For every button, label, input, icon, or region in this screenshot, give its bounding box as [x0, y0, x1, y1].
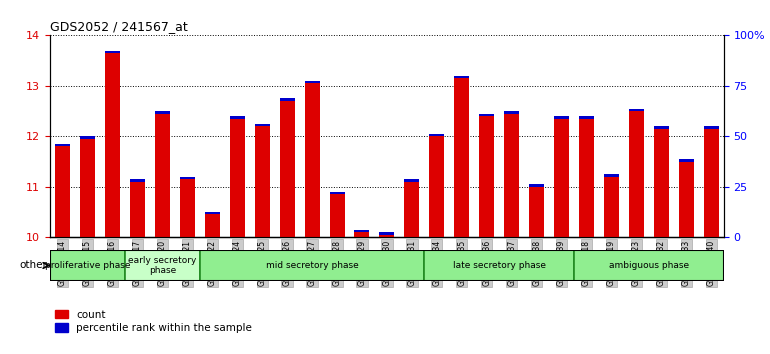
Bar: [579, 119, 594, 237]
Bar: [255, 126, 270, 237]
Bar: [529, 184, 544, 187]
Bar: [55, 144, 70, 146]
Text: ambiguous phase: ambiguous phase: [609, 261, 689, 270]
Bar: [404, 182, 420, 237]
Bar: [180, 179, 195, 237]
Bar: [354, 230, 370, 232]
Text: proliferative phase: proliferative phase: [45, 261, 130, 270]
Bar: [554, 116, 569, 119]
Text: mid secretory phase: mid secretory phase: [266, 261, 359, 270]
Text: other: other: [20, 261, 48, 270]
Text: GDS2052 / 241567_at: GDS2052 / 241567_at: [50, 20, 188, 33]
Bar: [704, 126, 719, 129]
Bar: [205, 215, 219, 237]
Text: early secretory
phase: early secretory phase: [128, 256, 196, 275]
Bar: [604, 177, 619, 237]
Bar: [155, 114, 170, 237]
Bar: [125, 250, 199, 281]
Bar: [479, 116, 494, 237]
Bar: [504, 114, 519, 237]
Bar: [574, 250, 724, 281]
Text: late secretory phase: late secretory phase: [453, 261, 546, 270]
Bar: [354, 232, 370, 237]
Bar: [654, 126, 669, 129]
Bar: [679, 161, 694, 237]
Bar: [380, 235, 394, 237]
Bar: [679, 159, 694, 161]
Bar: [380, 232, 394, 235]
Bar: [229, 119, 245, 237]
Bar: [454, 78, 469, 237]
Bar: [479, 114, 494, 116]
Bar: [80, 139, 95, 237]
Bar: [50, 250, 125, 281]
Bar: [330, 194, 344, 237]
Bar: [454, 76, 469, 78]
Bar: [704, 129, 719, 237]
Bar: [255, 124, 270, 126]
Bar: [80, 136, 95, 139]
Bar: [424, 250, 574, 281]
Bar: [155, 111, 170, 114]
Bar: [180, 177, 195, 179]
Bar: [55, 146, 70, 237]
Bar: [504, 111, 519, 114]
Bar: [105, 51, 120, 53]
Bar: [205, 212, 219, 215]
Bar: [430, 134, 444, 136]
Legend: count, percentile rank within the sample: count, percentile rank within the sample: [55, 310, 252, 333]
Bar: [554, 119, 569, 237]
Bar: [280, 101, 295, 237]
Bar: [654, 129, 669, 237]
Bar: [199, 250, 424, 281]
Bar: [629, 109, 644, 111]
Bar: [280, 98, 295, 101]
Bar: [330, 192, 344, 194]
Bar: [105, 53, 120, 237]
Bar: [305, 83, 320, 237]
Bar: [305, 81, 320, 83]
Bar: [130, 182, 145, 237]
Bar: [404, 179, 420, 182]
Bar: [130, 179, 145, 182]
Bar: [579, 116, 594, 119]
Bar: [604, 174, 619, 177]
Bar: [430, 136, 444, 237]
Bar: [529, 187, 544, 237]
Bar: [229, 116, 245, 119]
Bar: [629, 111, 644, 237]
